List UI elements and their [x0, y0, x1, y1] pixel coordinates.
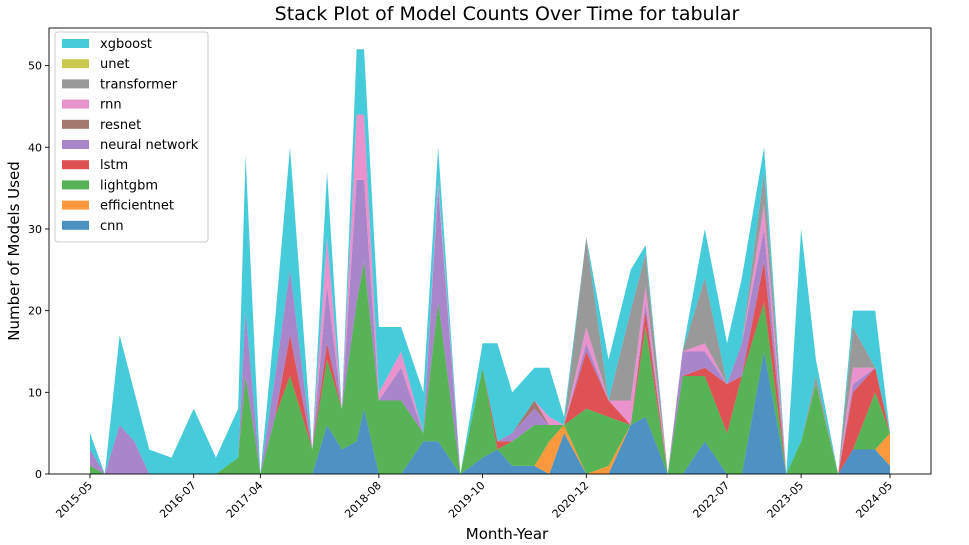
- legend-label: resnet: [100, 118, 141, 133]
- x-tick-label: 2023-05: [765, 479, 807, 521]
- x-tick-label: 2022-07: [690, 479, 732, 521]
- x-tick-label: 2018-08: [342, 479, 384, 521]
- y-tick-label: 20: [28, 305, 42, 318]
- y-axis-label: Number of Models Used: [5, 161, 23, 340]
- y-tick-label: 0: [35, 468, 42, 481]
- x-tick-label: 2017-04: [224, 479, 266, 521]
- legend-label: rnn: [100, 98, 122, 113]
- y-tick-label: 30: [28, 223, 42, 236]
- legend-box: [54, 31, 209, 243]
- legend-label: cnn: [100, 219, 124, 234]
- legend-label: lstm: [100, 158, 128, 173]
- legend-swatch: [62, 99, 89, 109]
- legend-label: xgboost: [100, 37, 152, 52]
- legend-label: transformer: [100, 77, 178, 92]
- x-tick-label: 2020-12: [550, 479, 592, 521]
- legend-swatch: [62, 79, 89, 89]
- chart-title: Stack Plot of Model Counts Over Time for…: [275, 3, 740, 25]
- x-tick-label: 2015-05: [53, 479, 95, 521]
- legend-label: neural network: [100, 138, 199, 153]
- plot-frame: [48, 27, 932, 475]
- legend-swatch: [62, 160, 89, 170]
- legend-label: lightgbm: [100, 178, 158, 193]
- legend-label: efficientnet: [100, 199, 174, 214]
- legend-swatch: [62, 119, 89, 129]
- x-tick-label: 2019-10: [446, 479, 488, 521]
- legend-swatch: [62, 140, 89, 149]
- x-axis-ticks: 2015-05 2016-07 2017-04 2018-08 2019-10 2020-…: [53, 474, 895, 521]
- x-axis-label: Month-Year: [466, 525, 549, 543]
- x-tick-label: 2024-05: [853, 479, 895, 521]
- y-tick-label: 40: [28, 141, 42, 154]
- legend-swatch: [62, 200, 89, 210]
- legend-swatch: [62, 59, 89, 69]
- y-tick-label: 50: [28, 60, 42, 73]
- legend-swatch: [62, 39, 89, 48]
- area-lightgbm: [90, 261, 890, 474]
- area-xgboost: [90, 49, 890, 475]
- legend-swatch: [62, 180, 89, 190]
- legend: xgboost unet transformer rnn resnet neural ne…: [54, 31, 209, 243]
- y-tick-label: 10: [28, 386, 42, 399]
- y-axis-ticks: 0 10 20 30 40 50: [28, 60, 49, 481]
- legend-label: unet: [100, 57, 130, 72]
- legend-swatch: [62, 220, 89, 230]
- x-tick-label: 2016-07: [157, 479, 199, 521]
- stacked-areas: [90, 49, 890, 475]
